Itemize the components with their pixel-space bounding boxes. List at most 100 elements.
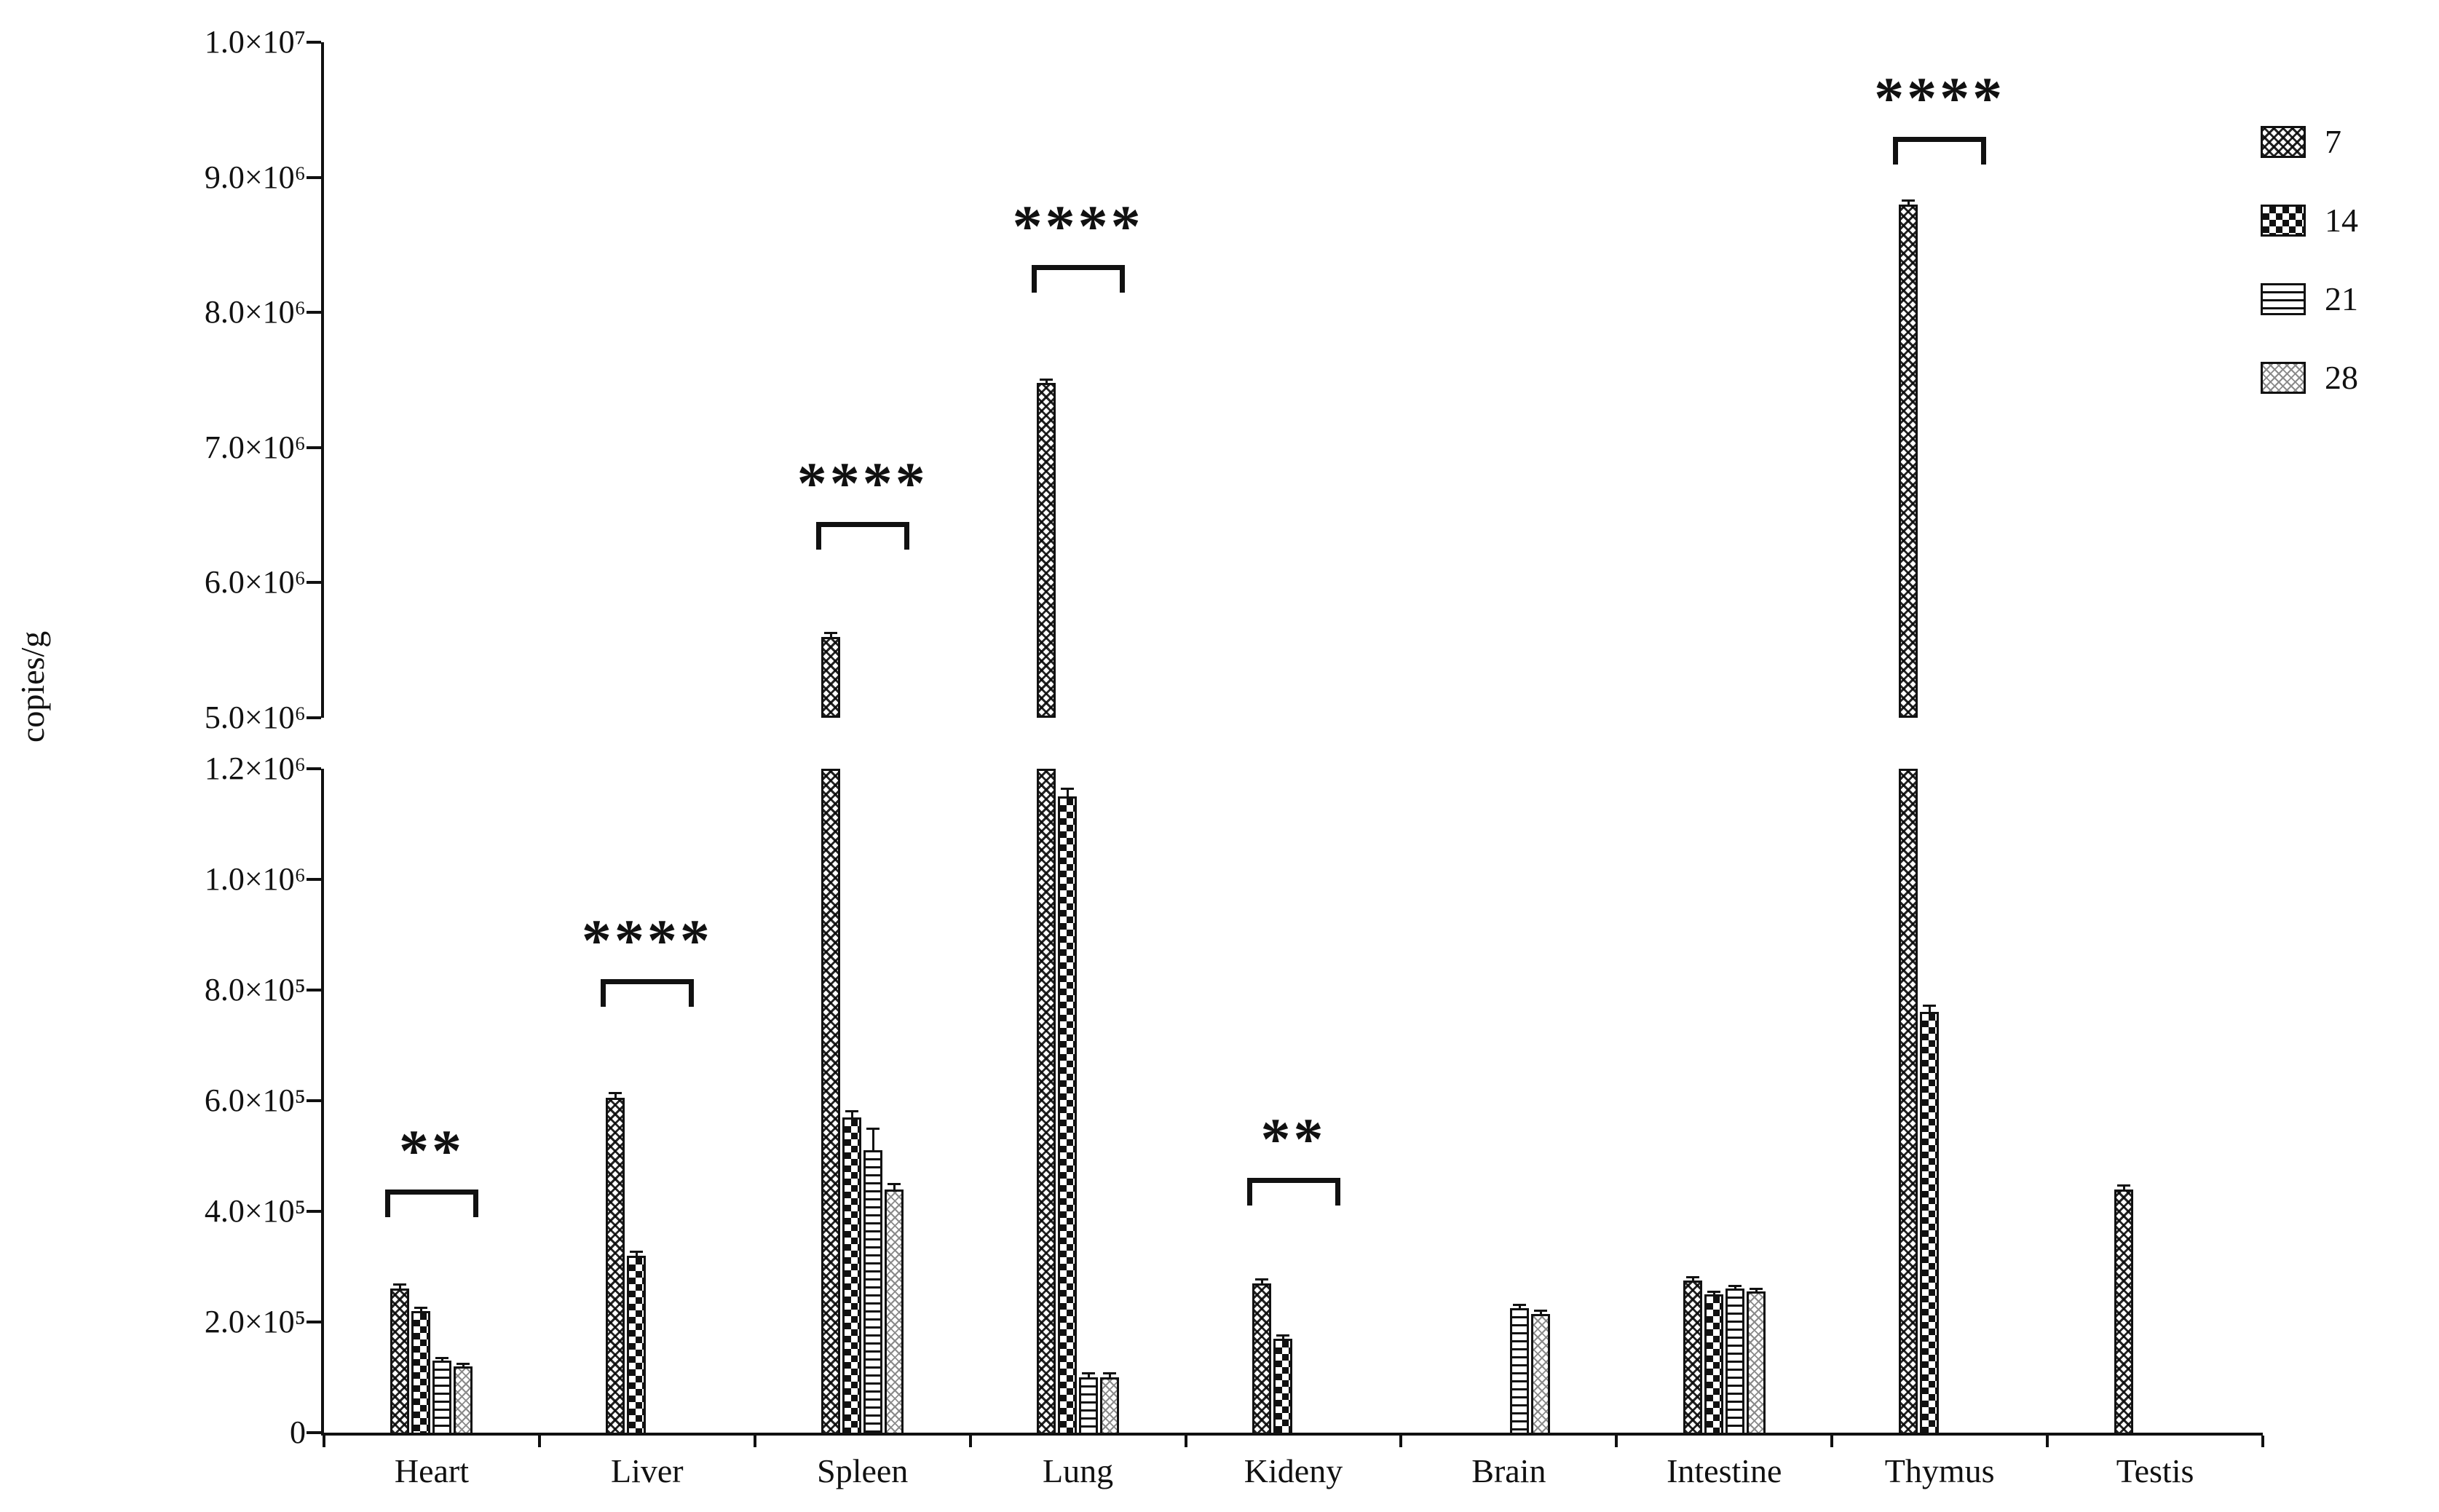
legend-label: 28 [2325, 359, 2358, 396]
error-bar-cap [2116, 1184, 2130, 1187]
error-bar-whisker [1067, 788, 1070, 796]
error-bar-whisker [1539, 1310, 1542, 1314]
significance-stars-Heart: ** [398, 1117, 465, 1184]
error-bar-whisker [614, 1092, 617, 1099]
legend-item-28: 28 [2261, 358, 2358, 397]
category-label: Thymus [1884, 1452, 1995, 1489]
significance-bracket-Lung [1031, 265, 1125, 293]
legend-label: 21 [2325, 280, 2358, 317]
legend-swatch-horizontal-lines [2261, 282, 2306, 315]
y-tick-label: 1.0×10⁷ [204, 24, 306, 60]
y-tick-label: 5.0×10⁶ [204, 700, 306, 735]
error-bar-cap [1901, 199, 1915, 202]
legend-swatch-checker-diagonal [2261, 125, 2306, 158]
y-tick [307, 1431, 321, 1434]
significance-stars-Liver: **** [581, 906, 713, 973]
bar-7-Thymus-lower [1898, 769, 1918, 1435]
significance-bracket-Heart [384, 1189, 478, 1217]
error-bar-whisker [1734, 1285, 1736, 1289]
y-tick [307, 41, 321, 44]
y-axis-title: copies/g [14, 630, 51, 743]
y-tick-label: 6.0×10⁶ [204, 564, 306, 601]
error-bar-whisker [872, 1128, 875, 1151]
error-bar-whisker [636, 1251, 639, 1256]
significance-stars-Spleen: **** [796, 449, 928, 516]
x-tick [2261, 1436, 2264, 1447]
error-bar-whisker [1261, 1279, 1263, 1283]
bar-28-Heart [454, 1366, 473, 1435]
category-label: Spleen [817, 1452, 909, 1489]
error-bar-cap [1103, 1372, 1117, 1374]
significance-stars-Kideny: ** [1260, 1106, 1327, 1173]
bar-7-Thymus-upper [1898, 204, 1918, 718]
y-tick-label: 6.0×10⁵ [204, 1082, 306, 1118]
legend-item-14: 14 [2261, 201, 2358, 240]
bar-14-Liver [627, 1255, 647, 1435]
error-bar-cap [393, 1283, 407, 1286]
bar-14-Heart [411, 1310, 431, 1435]
bar-28-Intestine [1746, 1291, 1766, 1435]
x-tick [968, 1436, 972, 1447]
legend-item-7: 7 [2261, 122, 2341, 161]
x-tick [537, 1436, 541, 1447]
error-bar-cap [866, 1128, 880, 1130]
error-bar-cap [1512, 1304, 1526, 1307]
category-label: Lung [1043, 1452, 1114, 1489]
significance-bracket-Thymus [1893, 136, 1987, 165]
error-bar-cap [845, 1109, 859, 1112]
y-tick-label: 1.2×10⁶ [204, 751, 306, 786]
legend-item-21: 21 [2261, 280, 2358, 318]
error-bar-cap [414, 1307, 428, 1310]
x-tick [2046, 1436, 2049, 1447]
error-bar-whisker [1282, 1335, 1284, 1339]
error-bar-whisker [851, 1110, 854, 1117]
y-tick [307, 1210, 321, 1213]
error-bar-cap [1255, 1278, 1268, 1281]
legend-label: 7 [2325, 123, 2341, 160]
error-bar-cap [1707, 1291, 1720, 1294]
error-bar-cap [1922, 1005, 1936, 1008]
x-tick [1830, 1436, 1834, 1447]
significance-stars-Thymus: **** [1874, 64, 2006, 131]
error-bar-whisker [893, 1184, 896, 1190]
bar-7-Spleen-upper [821, 636, 841, 718]
y-tick-label: 8.0×10⁶ [204, 294, 306, 330]
y-axis-lower-segment [321, 769, 324, 1436]
error-bar-cap [456, 1363, 470, 1365]
error-bar-whisker [2122, 1184, 2125, 1190]
category-label: Brain [1471, 1452, 1546, 1489]
category-label: Kideny [1244, 1452, 1343, 1489]
y-tick [307, 446, 321, 449]
error-bar-cap [1276, 1334, 1289, 1337]
category-label: Intestine [1667, 1452, 1782, 1489]
y-tick-label: 7.0×10⁶ [204, 429, 306, 465]
error-bar-cap [824, 632, 838, 635]
bar-7-Liver [606, 1098, 625, 1435]
legend-swatch-wave [2261, 361, 2306, 394]
y-tick-label: 1.0×10⁶ [204, 861, 306, 897]
significance-bracket-Liver [600, 978, 694, 1007]
error-bar-whisker [420, 1307, 423, 1311]
error-bar-whisker [1088, 1372, 1091, 1377]
bar-7-Lung-upper [1037, 382, 1056, 718]
y-axis-upper-segment [321, 42, 324, 718]
y-tick [307, 716, 321, 719]
bar-14-Intestine [1704, 1294, 1723, 1435]
bar-14-Spleen [842, 1117, 862, 1435]
y-tick [307, 1321, 321, 1323]
significance-bracket-Kideny [1246, 1178, 1340, 1206]
bar-21-Lung [1079, 1377, 1099, 1435]
error-bar-cap [1061, 787, 1075, 790]
y-tick-label: 0 [290, 1414, 306, 1450]
error-bar-whisker [1691, 1277, 1694, 1281]
y-tick-label: 8.0×10⁵ [204, 972, 306, 1008]
error-bar-cap [1728, 1284, 1742, 1287]
legend-label: 14 [2325, 202, 2358, 239]
y-tick [307, 581, 321, 585]
y-tick [307, 311, 321, 314]
error-bar-whisker [1109, 1372, 1112, 1377]
category-label: Testis [2116, 1452, 2194, 1489]
error-bar-cap [1040, 379, 1054, 381]
error-bar-whisker [1907, 200, 1910, 205]
